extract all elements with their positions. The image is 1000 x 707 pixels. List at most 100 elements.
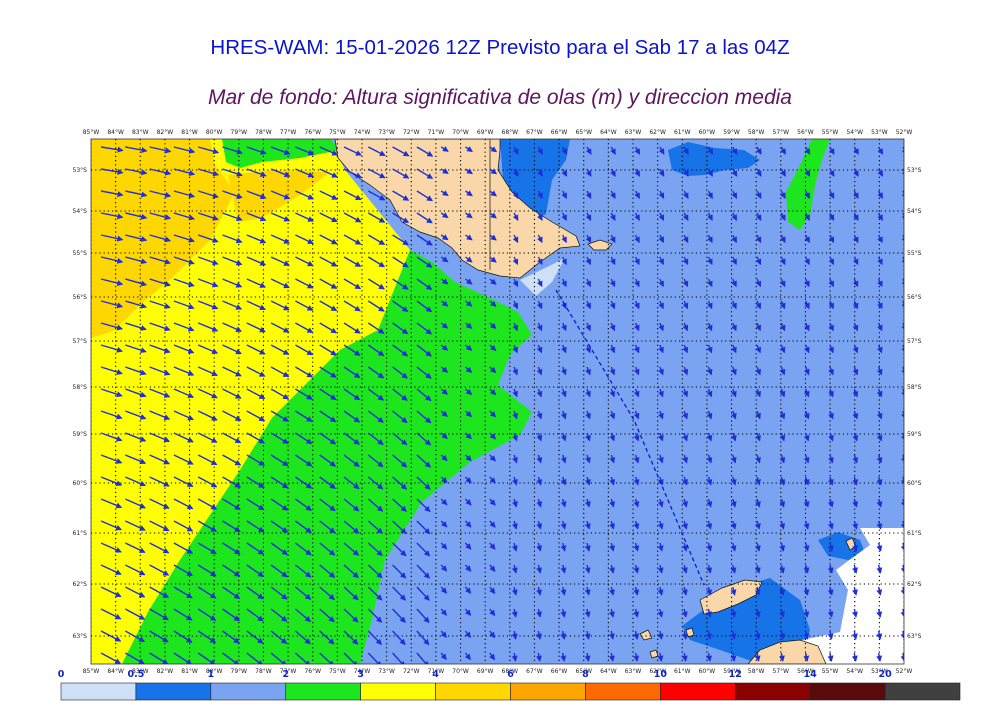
wave-direction-arrow	[609, 454, 616, 464]
map-title: HRES-WAM: 15-01-2026 12Z Previsto para e…	[210, 36, 790, 59]
drake-passage-track	[555, 289, 705, 586]
wave-direction-arrow	[827, 608, 834, 618]
wave-direction-arrow	[343, 366, 361, 379]
wave-direction-arrow	[367, 432, 384, 446]
wave-direction-arrow	[657, 454, 664, 464]
wave-direction-arrow	[489, 300, 497, 307]
colorbar-swatch	[884, 682, 961, 701]
wave-direction-arrow	[270, 630, 288, 645]
wave-direction-arrow	[755, 498, 761, 508]
wave-direction-arrow	[681, 652, 688, 662]
wave-direction-arrow	[707, 146, 714, 155]
wave-direction-arrow	[876, 388, 883, 398]
wave-direction-arrow	[367, 520, 384, 534]
wave-direction-arrow	[731, 388, 737, 398]
wave-direction-arrow	[609, 498, 616, 508]
wave-direction-arrow	[608, 652, 615, 662]
wave-direction-arrow	[125, 234, 148, 242]
colorbar-swatch	[435, 682, 511, 701]
lon-tick-label: 59°W	[723, 129, 740, 136]
lat-tick-label: 56°S	[73, 294, 88, 301]
wave-direction-arrow	[901, 146, 904, 155]
wave-direction-arrow	[512, 454, 518, 464]
wave-direction-arrow	[876, 344, 883, 354]
wave-direction-arrow	[173, 234, 195, 243]
wave-direction-arrow	[755, 388, 761, 398]
colorbar-swatch	[809, 682, 886, 701]
wave-direction-arrow	[392, 630, 406, 646]
wave-direction-arrow	[416, 146, 434, 157]
wave-direction-arrow	[901, 256, 904, 266]
wave-direction-arrow	[633, 410, 640, 420]
wave-direction-arrow	[343, 234, 362, 245]
wave-direction-arrow	[876, 542, 883, 552]
wave-direction-arrow	[464, 542, 472, 550]
wave-direction-arrow	[536, 608, 542, 618]
wave-direction-arrow	[512, 432, 518, 442]
wave-direction-arrow	[633, 454, 640, 464]
wave-direction-arrow	[828, 432, 834, 442]
wave-direction-arrow	[343, 256, 362, 267]
wave-direction-arrow	[125, 498, 146, 509]
wave-direction-arrow	[876, 652, 883, 662]
wave-direction-arrow	[536, 498, 543, 508]
wave-direction-arrow	[780, 146, 786, 155]
wave-direction-arrow	[682, 234, 689, 244]
wave-direction-arrow	[464, 564, 472, 572]
wave-direction-arrow	[780, 168, 786, 177]
wave-direction-arrow	[222, 190, 243, 199]
wave-direction-arrow	[319, 168, 339, 178]
lat-tick-label: 60°S	[73, 480, 88, 487]
lon-tick-label: 81°W	[181, 129, 198, 136]
colorbar-swatch	[60, 682, 137, 701]
wave-direction-arrow	[877, 256, 883, 266]
wave-direction-arrow	[246, 432, 266, 444]
wave-direction-arrow	[853, 146, 859, 155]
wave-direction-arrow	[755, 366, 761, 376]
wave-direction-arrow	[343, 168, 362, 178]
lat-tick-label: 62°S	[73, 581, 88, 588]
wave-direction-arrow	[585, 256, 592, 266]
wave-direction-arrow	[319, 520, 336, 534]
wave-direction-arrow	[343, 344, 361, 356]
wave-direction-arrow	[512, 278, 519, 288]
wave-direction-arrow	[584, 520, 591, 530]
lon-tick-label: 75°W	[329, 129, 346, 136]
wave-direction-arrow	[657, 652, 664, 662]
wave-direction-arrow	[828, 366, 834, 376]
wave-direction-arrow	[755, 410, 761, 420]
wave-direction-arrow	[512, 256, 519, 266]
wave-direction-arrow	[707, 168, 713, 177]
lat-tick-label: 55°S	[907, 250, 922, 257]
wave-direction-arrow	[804, 322, 810, 332]
wave-direction-arrow	[295, 366, 314, 378]
wave-direction-arrow	[343, 410, 361, 423]
wave-direction-arrow	[561, 256, 567, 266]
colorbar: 0 0.5 1 2 3 4 6 8 10 12 14 20	[58, 669, 961, 701]
lat-tick-label: 54°S	[73, 208, 88, 215]
wave-direction-arrow	[489, 234, 497, 241]
wave-direction-arrow	[295, 212, 315, 222]
lon-tick-label: 65°W	[575, 129, 592, 136]
lon-tick-label: 84°W	[107, 129, 124, 136]
wave-direction-arrow	[730, 542, 737, 552]
wave-direction-arrow	[876, 476, 883, 486]
colorbar-tick-label: 0	[58, 669, 65, 680]
wave-direction-arrow	[416, 344, 432, 357]
wave-direction-arrow	[657, 564, 664, 574]
wave-direction-arrow	[853, 168, 859, 177]
wave-direction-arrow	[197, 256, 219, 266]
wave-direction-arrow	[173, 256, 195, 265]
wave-direction-arrow	[901, 388, 904, 398]
wave-direction-arrow	[270, 168, 291, 178]
wave-direction-arrow	[707, 234, 713, 244]
colorbar-tick-label: 8	[582, 669, 589, 680]
wave-direction-arrow	[392, 564, 407, 579]
wave-direction-arrow	[222, 366, 242, 377]
wave-direction-arrow	[124, 542, 146, 553]
wave-direction-arrow	[658, 256, 664, 266]
lon-tick-label: 69°W	[477, 668, 494, 675]
wave-direction-arrow	[608, 630, 615, 640]
wave-direction-arrow	[755, 234, 762, 244]
wave-direction-arrow	[416, 322, 433, 335]
